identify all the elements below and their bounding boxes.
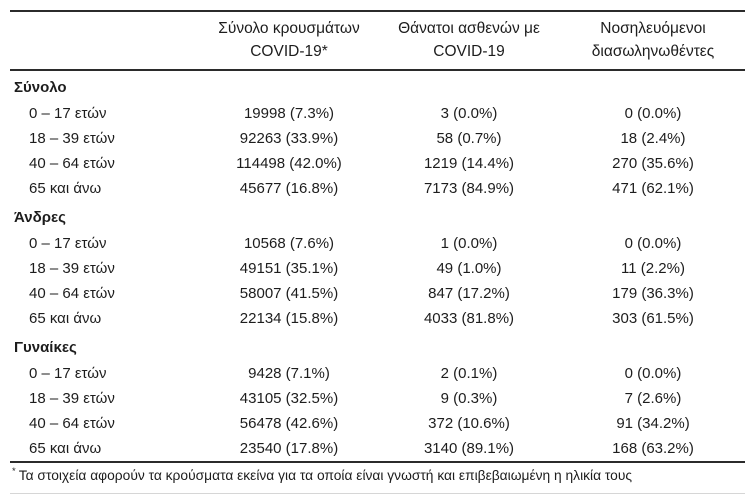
table-row: 18 – 39 ετών 43105 (32.5%) 9 (0.3%) 7 (2.6%…: [10, 386, 745, 411]
cell-intubated: 91 (34.2%): [616, 415, 690, 432]
cell-cases: 92263 (33.9%): [239, 130, 339, 147]
header-row: Σύνολο κρουσμάτων COVID-19* Θάνατοι ασθε…: [10, 11, 745, 70]
cell-deaths: 4033 (81.8%): [423, 310, 515, 327]
age-group-label: 0 – 17 ετών: [29, 365, 107, 382]
column-header-line: διασωληνωθέντες: [591, 43, 715, 60]
age-group-label: 18 – 39 ετών: [29, 260, 115, 277]
table-row: 65 και άνω 22134 (15.8%) 4033 (81.8%) 303 (…: [10, 306, 745, 331]
statistics-table-container: Σύνολο κρουσμάτων COVID-19* Θάνατοι ασθε…: [10, 10, 745, 494]
footnote-text: Τα στοιχεία αφορούν τα κρούσματα εκείνα …: [18, 468, 633, 483]
section-header-row: Γυναίκες: [10, 331, 745, 361]
cell-deaths: 372 (10.6%): [428, 415, 510, 432]
age-group-label: 18 – 39 ετών: [29, 390, 115, 407]
cell-cases: 43105 (32.5%): [239, 390, 339, 407]
covid-statistics-table: Σύνολο κρουσμάτων COVID-19* Θάνατοι ασθε…: [10, 10, 745, 461]
cell-deaths: 9 (0.3%): [440, 390, 498, 407]
table-row: 18 – 39 ετών 92263 (33.9%) 58 (0.7%) 18 (2.…: [10, 126, 745, 151]
column-header-total-cases: Σύνολο κρουσμάτων COVID-19*: [201, 11, 377, 70]
table-row: 40 – 64 ετών 114498 (42.0%) 1219 (14.4%) 27…: [10, 151, 745, 176]
cell-intubated: 0 (0.0%): [624, 235, 682, 252]
table-row: 18 – 39 ετών 49151 (35.1%) 49 (1.0%) 11 (2.…: [10, 256, 745, 281]
column-header-line: Θάνατοι ασθενών με: [398, 20, 540, 37]
section-label: Άνδρες: [14, 209, 66, 226]
cell-deaths: 1 (0.0%): [440, 235, 498, 252]
column-header-line: Νοσηλευόμενοι: [600, 20, 706, 37]
cell-cases: 56478 (42.6%): [239, 415, 339, 432]
cell-deaths: 49 (1.0%): [436, 260, 502, 277]
cell-deaths: 847 (17.2%): [428, 285, 510, 302]
column-header-line: COVID-19*: [250, 43, 328, 60]
column-header-intubated: Νοσηλευόμενοι διασωληνωθέντες: [561, 11, 745, 70]
cell-intubated: 303 (61.5%): [612, 310, 694, 327]
age-group-label: 65 και άνω: [29, 440, 102, 457]
cell-deaths: 58 (0.7%): [436, 130, 502, 147]
column-header-line: COVID-19: [433, 43, 505, 60]
age-group-label: 40 – 64 ετών: [29, 155, 115, 172]
covid-statistics-table-page: Σύνολο κρουσμάτων COVID-19* Θάνατοι ασθε…: [10, 10, 745, 494]
cell-intubated: 11 (2.2%): [621, 260, 685, 277]
section-header-row: Σύνολο: [10, 70, 745, 101]
age-group-label: 0 – 17 ετών: [29, 235, 107, 252]
cell-intubated: 270 (35.6%): [612, 155, 694, 172]
cell-cases: 45677 (16.8%): [239, 180, 339, 197]
age-group-label: 0 – 17 ετών: [29, 105, 107, 122]
section-label: Γυναίκες: [14, 339, 77, 356]
cell-cases: 23540 (17.8%): [239, 440, 339, 457]
cell-intubated: 18 (2.4%): [620, 130, 686, 147]
cell-deaths: 2 (0.1%): [440, 365, 498, 382]
table-row: 65 και άνω 23540 (17.8%) 3140 (89.1%) 168 (…: [10, 436, 745, 461]
cell-deaths: 7173 (84.9%): [423, 180, 515, 197]
age-group-label: 18 – 39 ετών: [29, 130, 115, 147]
footnote-asterisk-marker: *: [12, 466, 16, 478]
cell-cases: 22134 (15.8%): [239, 310, 339, 327]
cell-intubated: 179 (36.3%): [612, 285, 694, 302]
age-group-label: 65 και άνω: [29, 310, 102, 327]
column-header-empty: [10, 11, 201, 70]
cell-cases: 19998 (7.3%): [243, 105, 335, 122]
cell-intubated: 168 (63.2%): [612, 440, 694, 457]
cell-intubated: 7 (2.6%): [624, 390, 682, 407]
cell-deaths: 1219 (14.4%): [423, 155, 515, 172]
table-row: 0 – 17 ετών 9428 (7.1%) 2 (0.1%) 0 (0.0%): [10, 361, 745, 386]
section-header-row: Άνδρες: [10, 201, 745, 231]
column-header-line: Σύνολο κρουσμάτων: [218, 20, 360, 37]
section-label: Σύνολο: [14, 79, 67, 96]
column-header-deaths: Θάνατοι ασθενών με COVID-19: [377, 11, 561, 70]
cell-cases: 49151 (35.1%): [239, 260, 339, 277]
table-footnote: * Τα στοιχεία αφορούν τα κρούσματα εκείνα…: [10, 461, 745, 494]
table-row: 65 και άνω 45677 (16.8%) 7173 (84.9%) 471 (…: [10, 176, 745, 201]
cell-cases: 9428 (7.1%): [248, 365, 330, 382]
age-group-label: 40 – 64 ετών: [29, 285, 115, 302]
table-header: Σύνολο κρουσμάτων COVID-19* Θάνατοι ασθε…: [10, 11, 745, 70]
cell-cases: 114498 (42.0%): [236, 155, 342, 172]
age-group-label: 40 – 64 ετών: [29, 415, 115, 432]
cell-intubated: 471 (62.1%): [612, 180, 694, 197]
cell-intubated: 0 (0.0%): [624, 105, 682, 122]
cell-intubated: 0 (0.0%): [624, 365, 682, 382]
cell-cases: 10568 (7.6%): [243, 235, 335, 252]
cell-cases: 58007 (41.5%): [239, 285, 339, 302]
table-body: Σύνολο 0 – 17 ετών 19998 (7.3%) 3 (0.0%) 0 (…: [10, 70, 745, 461]
table-row: 40 – 64 ετών 56478 (42.6%) 372 (10.6%) 91 (…: [10, 411, 745, 436]
table-row: 40 – 64 ετών 58007 (41.5%) 847 (17.2%) 179 …: [10, 281, 745, 306]
age-group-label: 65 και άνω: [29, 180, 102, 197]
table-row: 0 – 17 ετών 19998 (7.3%) 3 (0.0%) 0 (0.0%): [10, 101, 745, 126]
table-row: 0 – 17 ετών 10568 (7.6%) 1 (0.0%) 0 (0.0%): [10, 231, 745, 256]
cell-deaths: 3 (0.0%): [440, 105, 498, 122]
cell-deaths: 3140 (89.1%): [423, 440, 515, 457]
